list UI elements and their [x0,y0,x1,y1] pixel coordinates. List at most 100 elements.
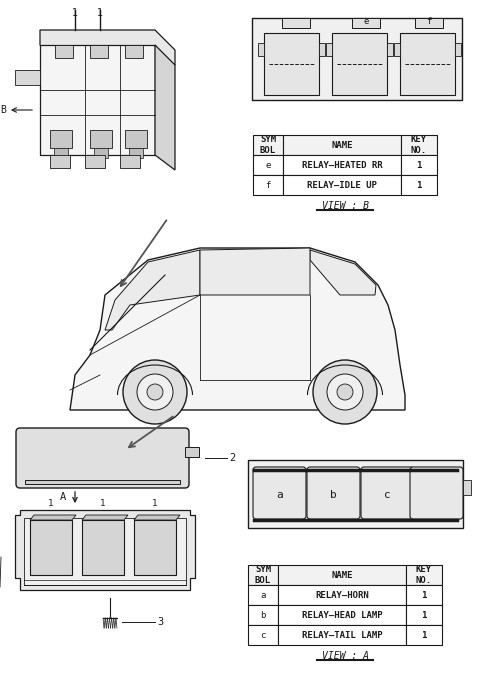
FancyBboxPatch shape [307,467,360,519]
Polygon shape [134,520,176,575]
FancyBboxPatch shape [16,428,189,488]
Text: e: e [265,161,271,170]
FancyBboxPatch shape [253,467,306,519]
Polygon shape [248,605,278,625]
Polygon shape [401,155,437,175]
Polygon shape [90,130,112,148]
Polygon shape [406,585,442,605]
Text: A: A [60,492,66,502]
Polygon shape [30,520,72,575]
FancyBboxPatch shape [361,467,414,519]
Circle shape [337,384,353,400]
Text: c: c [260,631,266,640]
Text: e: e [363,16,369,25]
Polygon shape [326,43,332,56]
Text: RELAY–IDLE UP: RELAY–IDLE UP [307,181,377,190]
Text: 1: 1 [421,611,427,620]
Polygon shape [283,175,401,195]
Polygon shape [252,18,462,100]
Text: f: f [265,181,271,190]
Text: b: b [260,611,266,620]
Polygon shape [415,18,443,28]
Polygon shape [70,248,405,410]
Polygon shape [54,148,68,158]
Polygon shape [283,155,401,175]
Circle shape [313,360,377,424]
Polygon shape [283,135,401,155]
Circle shape [147,384,163,400]
Text: KEY
NO.: KEY NO. [416,565,432,585]
Polygon shape [394,43,400,56]
Circle shape [327,374,363,410]
Text: VIEW : A: VIEW : A [322,651,369,661]
Polygon shape [282,18,310,28]
Polygon shape [258,43,264,56]
Text: 1: 1 [416,181,422,190]
Text: SYM
BOL: SYM BOL [260,135,276,155]
Polygon shape [253,155,283,175]
Text: SYM
BOL: SYM BOL [255,565,271,585]
Polygon shape [310,250,376,295]
Text: 1: 1 [72,8,78,18]
Polygon shape [248,565,278,585]
Polygon shape [134,515,180,520]
Polygon shape [90,45,108,58]
Text: b: b [330,490,337,500]
Polygon shape [264,33,319,95]
Polygon shape [463,480,471,495]
Text: 1: 1 [152,499,158,508]
Polygon shape [248,460,463,528]
Polygon shape [15,70,40,85]
Polygon shape [278,625,406,645]
Polygon shape [406,625,442,645]
Polygon shape [319,43,325,56]
Polygon shape [406,565,442,585]
Polygon shape [40,30,175,65]
Polygon shape [105,250,200,330]
Text: RELAY–HEATED RR: RELAY–HEATED RR [302,161,382,170]
Text: 1: 1 [48,499,54,508]
Polygon shape [120,155,140,168]
Polygon shape [332,33,387,95]
Polygon shape [15,510,195,590]
Text: 1: 1 [97,8,103,18]
Polygon shape [200,248,310,295]
Polygon shape [125,130,147,148]
Text: RELAY–HORN: RELAY–HORN [315,591,369,600]
Text: NAME: NAME [331,141,353,150]
Polygon shape [82,515,128,520]
Polygon shape [406,605,442,625]
Polygon shape [50,130,72,148]
Polygon shape [455,43,461,56]
Polygon shape [40,45,155,155]
Text: B: B [0,105,6,115]
Polygon shape [25,480,180,484]
Polygon shape [401,175,437,195]
Polygon shape [248,585,278,605]
Polygon shape [253,135,283,155]
Polygon shape [278,585,406,605]
Text: a: a [276,490,283,500]
Polygon shape [85,155,105,168]
Text: 2: 2 [229,453,235,463]
Polygon shape [387,43,393,56]
Polygon shape [278,565,406,585]
Polygon shape [253,175,283,195]
Text: 1: 1 [421,631,427,640]
Text: a: a [260,591,266,600]
Polygon shape [155,45,175,170]
Polygon shape [50,155,70,168]
Text: VIEW : B: VIEW : B [322,201,369,211]
Polygon shape [24,518,186,585]
Text: 3: 3 [157,617,163,627]
Polygon shape [400,33,455,95]
Text: c: c [384,490,391,500]
Circle shape [137,374,173,410]
Circle shape [123,360,187,424]
Polygon shape [55,45,73,58]
Text: 1: 1 [416,161,422,170]
Text: RELAY–TAIL LAMP: RELAY–TAIL LAMP [302,631,382,640]
Text: NAME: NAME [331,570,353,580]
Polygon shape [401,135,437,155]
Polygon shape [352,18,380,28]
